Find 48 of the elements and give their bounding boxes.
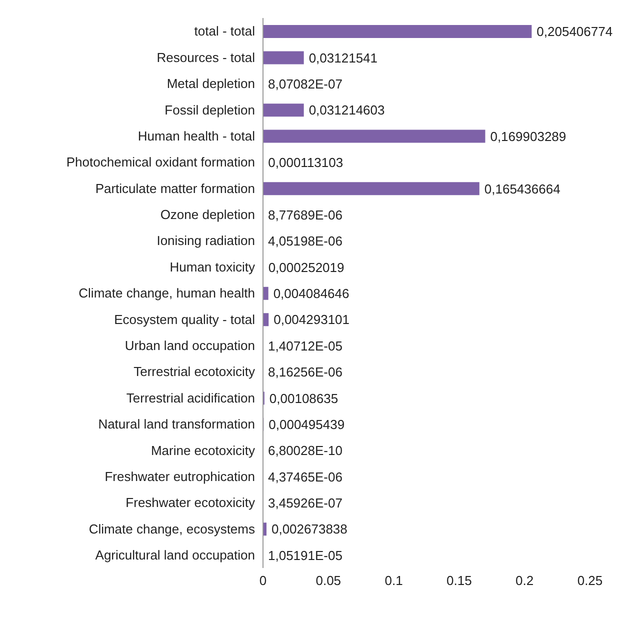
y-tick-label: Terrestrial ecotoxicity — [134, 364, 256, 380]
y-tick-label: Natural land transformation — [98, 416, 255, 432]
data-label: 0,165436664 — [484, 181, 560, 196]
data-label: 0,03121541 — [308, 50, 378, 66]
data-label: 0,000252019 — [268, 260, 344, 275]
data-label: 0,004084646 — [273, 286, 350, 302]
data-label: 1,05191E-05 — [268, 548, 342, 563]
x-tick-label: 0.1 — [384, 573, 403, 588]
y-tick-label: Particulate matter formation — [95, 180, 255, 196]
data-label: 1,40712E-05 — [268, 338, 342, 354]
y-tick-label: Metal depletion — [166, 76, 255, 92]
y-tick-label: Ozone depletion — [160, 207, 255, 222]
data-label: 8,16256E-06 — [268, 364, 342, 380]
data-label: 0,031214603 — [308, 102, 385, 118]
y-tick-label: total - total — [194, 24, 256, 39]
x-tick-label: 0 — [259, 573, 267, 588]
data-label: 0,004293101 — [274, 312, 350, 328]
y-tick-label: Climate change, ecosystems — [88, 521, 256, 536]
x-tick-label: 0.15 — [446, 573, 472, 588]
y-tick-label: Fossil depletion — [164, 102, 255, 118]
y-tick-label: Ecosystem quality - total — [114, 312, 256, 327]
data-label: 0,000495439 — [268, 416, 345, 432]
y-tick-label: Resources - total — [156, 50, 256, 65]
y-tick-label: Agricultural land occupation — [95, 548, 255, 563]
y-tick-label: Urban land occupation — [124, 338, 255, 353]
data-label: 0,000113103 — [268, 155, 344, 170]
y-tick-label: Human health - total — [138, 128, 256, 144]
data-label: 4,37465E-06 — [268, 469, 342, 484]
y-tick-label: Photochemical oxidant formation — [66, 154, 255, 170]
data-label: 0,002673838 — [271, 522, 348, 537]
y-tick-label: Terrestrial acidification — [126, 390, 255, 406]
y-tick-label: Marine ecotoxicity — [150, 442, 256, 458]
data-label: 3,45926E-07 — [268, 496, 342, 511]
data-label: 0,169903289 — [490, 128, 566, 144]
y-tick-label: Climate change, human health — [78, 286, 255, 301]
data-label: 4,05198E-06 — [268, 234, 342, 249]
data-label: 8,77689E-06 — [268, 207, 342, 222]
x-tick-label: 0.05 — [316, 573, 342, 588]
y-tick-label: Freshwater eutrophication — [104, 468, 255, 484]
data-label: 8,07082E-07 — [268, 76, 342, 92]
y-tick-label: Freshwater ecotoxicity — [126, 495, 256, 510]
y-tick-label: Ionising radiation — [156, 233, 255, 248]
x-tick-label: 0.2 — [516, 573, 534, 588]
data-label: 0,205406774 — [536, 24, 613, 40]
y-tick-label: Human toxicity — [170, 259, 256, 274]
x-tick-label: 0.25 — [577, 573, 603, 588]
data-label: 0,00108635 — [269, 390, 338, 406]
data-label: 6,80028E-10 — [268, 443, 342, 458]
